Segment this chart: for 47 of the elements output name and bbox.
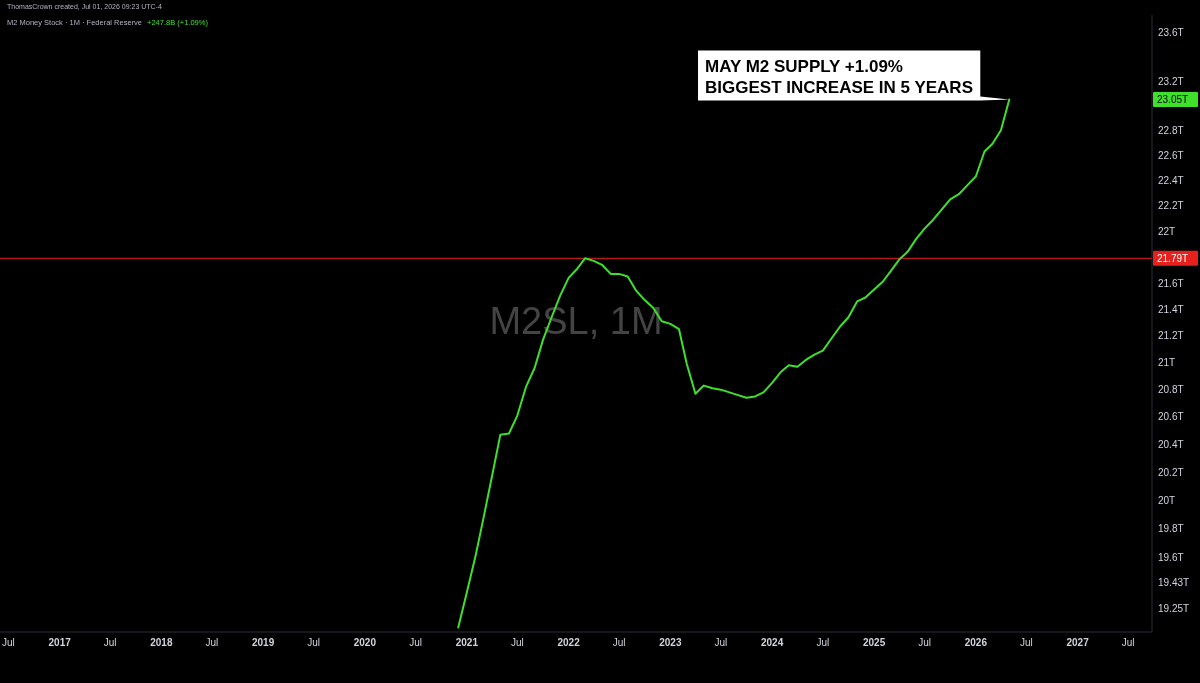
x-tick-label: Jul (510, 636, 524, 648)
x-tick-label: Jul (1121, 636, 1135, 648)
x-tick-label: Jul (409, 636, 422, 648)
y-tick-label: 19.6T (1158, 552, 1184, 564)
y-tick-label: 19.43T (1158, 576, 1190, 588)
line-series (457, 98, 1011, 629)
x-tick-label: 2022 (557, 636, 581, 648)
y-tick-label: 21T (1158, 357, 1176, 369)
x-tick-label: 2017 (48, 636, 72, 648)
y-tick-label: 21.2T (1158, 330, 1184, 342)
x-tick-label: Jul (103, 636, 117, 648)
y-tick-label: 20.2T (1158, 466, 1184, 478)
x-tick-label: Jul (714, 636, 728, 648)
x-tick-label: 2020 (353, 636, 377, 648)
x-tick-label: Jul (1, 636, 15, 648)
y-tick-label: 20T (1158, 494, 1176, 506)
x-tick-label: 2026 (964, 636, 988, 648)
x-tick-label: 2018 (150, 636, 173, 648)
x-tick-label: 2025 (862, 636, 886, 648)
x-tick-label: 2027 (1066, 636, 1090, 648)
x-tick-label: Jul (612, 636, 626, 648)
y-tick-label: 20.4T (1158, 439, 1184, 451)
ref-line-label: 21.79T (1157, 252, 1189, 264)
x-tick-label: Jul (205, 636, 219, 648)
y-tick-label: 19.8T (1158, 523, 1184, 535)
y-tick-label: 20.8T (1158, 384, 1184, 396)
y-tick-label: 22.8T (1158, 124, 1184, 136)
x-tick-label: Jul (816, 636, 830, 648)
x-tick-label: Jul (918, 636, 931, 648)
x-tick-label: 2019 (252, 636, 275, 648)
y-tick-label: 23.2T (1158, 75, 1184, 87)
y-tick-label: 22.2T (1158, 200, 1184, 212)
x-tick-label: Jul (307, 636, 320, 648)
y-tick-label: 20.6T (1158, 411, 1184, 423)
x-tick-label: 2021 (455, 636, 479, 648)
annotation: MAY M2 SUPPLY +1.09% BIGGEST INCREASE IN 5 YEARS (705, 56, 973, 97)
text: 23.05T (1157, 94, 1189, 106)
y-tick-label: 23.6T (1158, 27, 1184, 39)
x-tick-label: 2024 (760, 636, 784, 648)
y-tick-label: 19.25T (1158, 602, 1190, 614)
y-tick-label: 21.6T (1158, 277, 1184, 289)
y-tick-label: 22T (1158, 225, 1176, 237)
y-tick-label: 22.6T (1158, 149, 1184, 161)
y-tick-label: 21.4T (1158, 303, 1184, 315)
x-tick-label: 2023 (659, 636, 682, 648)
x-tick-label: Jul (1019, 636, 1033, 648)
y-tick-label: 22.4T (1158, 174, 1184, 186)
